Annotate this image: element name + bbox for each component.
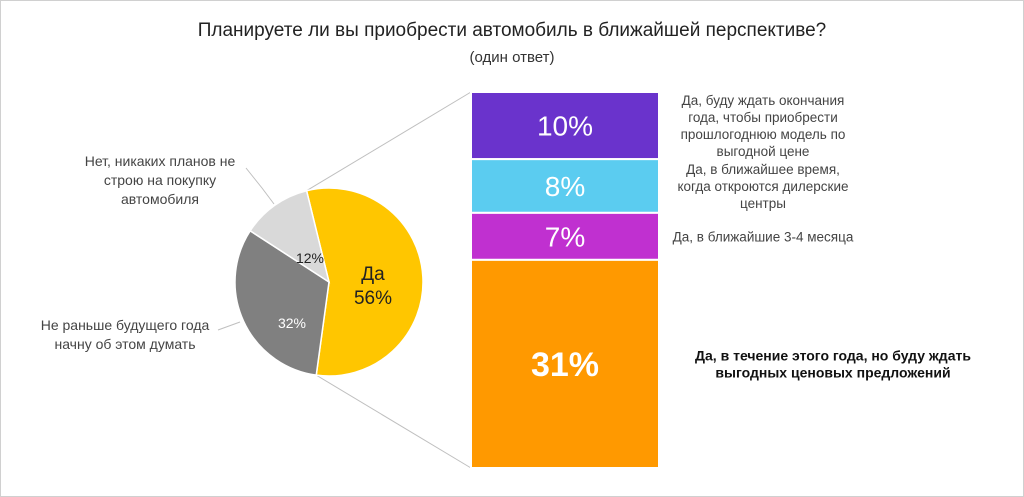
- pie-value-32: 32%: [278, 315, 306, 331]
- bar-value-3: 7%: [545, 221, 585, 252]
- pie-label-12: Нет, никаких планов не строю на покупку ав…: [85, 153, 236, 207]
- stacked-bar: 10% 8% 7% 31%: [470, 91, 660, 469]
- pie-label-32: Не раньше будущего года начну об этом дум…: [41, 317, 210, 352]
- connector-lines: [306, 91, 472, 469]
- bar-value-1: 10%: [537, 111, 593, 142]
- chart-title: Планируете ли вы приобрести автомобиль в…: [197, 20, 827, 41]
- chart-subtitle: (один ответ): [469, 49, 555, 66]
- chart-labels: Да 56% 32% 12% Не раньше будущего года начну …: [41, 93, 972, 380]
- bar-value-4: 31%: [531, 346, 599, 384]
- bar-segment-2: [470, 158, 660, 214]
- bar-label-2: Да, в ближайшее время, когда откроются ди…: [677, 162, 848, 211]
- bar-value-2: 8%: [545, 171, 585, 202]
- pie-value-12: 12%: [296, 250, 324, 266]
- pie-slice-1: [305, 187, 424, 377]
- bar-label-4: Да, в течение этого года, но буду ждать в…: [695, 347, 971, 380]
- leader-line-32: [217, 321, 241, 331]
- bar-segment-4: [470, 258, 660, 469]
- bar-label-3: Да, в ближайшие 3-4 месяца: [673, 229, 854, 244]
- leader-line-12: [245, 167, 275, 205]
- connector-top: [306, 91, 472, 192]
- connector-bottom: [315, 374, 472, 469]
- pie-label-yes: Да: [361, 264, 385, 285]
- pie-chart: [234, 187, 424, 377]
- pie-slice-3: [249, 189, 331, 284]
- bar-label-1: Да, буду ждать окончания года, чтобы прио…: [681, 93, 846, 159]
- pie-value-yes: 56%: [354, 288, 392, 309]
